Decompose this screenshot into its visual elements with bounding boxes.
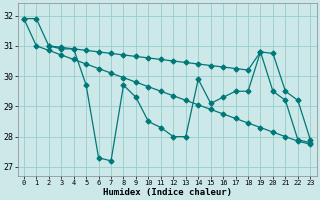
X-axis label: Humidex (Indice chaleur): Humidex (Indice chaleur) bbox=[103, 188, 232, 197]
